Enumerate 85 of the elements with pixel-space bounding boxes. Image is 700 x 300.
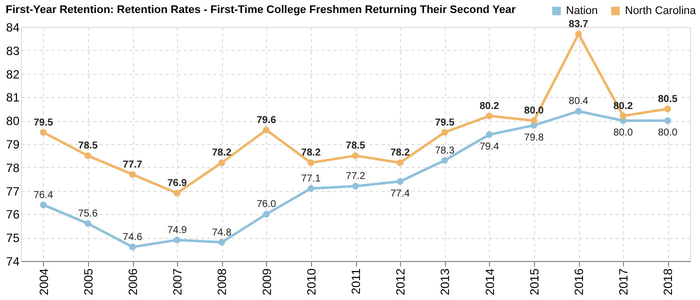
x-tick-label: 2016 <box>572 268 586 296</box>
point <box>486 131 493 138</box>
y-tick-label: 75 <box>6 231 20 246</box>
x-tick-label: 2007 <box>170 268 185 296</box>
x-tick-label: 2013 <box>438 268 452 296</box>
x-tick-label: 2004 <box>36 268 51 296</box>
point <box>262 210 270 218</box>
data-label: 80.0 <box>658 128 678 139</box>
data-label: 80.4 <box>568 96 589 108</box>
legend-label: Nation <box>566 4 598 17</box>
y-tick-label: 79 <box>6 138 20 152</box>
point <box>396 178 404 185</box>
y-tick-label: 74 <box>6 254 20 268</box>
point <box>129 244 136 250</box>
data-label: 74.6 <box>122 232 143 243</box>
y-tick-label: 80 <box>6 114 20 128</box>
data-label: 75.6 <box>78 208 98 220</box>
point <box>352 152 359 160</box>
data-label: 77.2 <box>346 171 366 182</box>
point <box>486 112 493 120</box>
y-tick-label: 76 <box>6 208 20 222</box>
data-label: 80.0 <box>613 128 634 139</box>
data-label: 76.0 <box>256 199 276 210</box>
point <box>575 108 582 115</box>
point <box>664 106 672 112</box>
x-tick-label: 2010 <box>304 268 318 296</box>
data-label: 78.3 <box>434 145 455 156</box>
point <box>129 171 136 178</box>
data-label: 74.8 <box>212 227 232 238</box>
x-tick-label: 2012 <box>394 268 408 296</box>
data-label: 78.5 <box>78 140 98 152</box>
y-tick-label: 83 <box>6 44 20 58</box>
data-label: 78.2 <box>390 148 410 159</box>
data-label: 80.2 <box>480 100 500 112</box>
data-label: 76.4 <box>34 190 54 201</box>
x-tick-label: 2015 <box>527 268 542 296</box>
y-tick-label: 81 <box>6 90 20 105</box>
point <box>174 190 180 196</box>
y-tick-label: 78 <box>6 160 20 175</box>
point <box>218 159 226 166</box>
point <box>396 159 404 166</box>
data-label: 78.2 <box>212 148 232 159</box>
data-label: 76.9 <box>167 178 188 190</box>
point <box>664 117 672 124</box>
data-label: 78.5 <box>346 140 366 152</box>
chart-title: First-Year Retention: Retention Rates - First-Time College Freshmen Returning Their Second Year <box>6 4 516 16</box>
y-tick-label: 84 <box>6 20 20 34</box>
point <box>308 185 314 192</box>
data-label: 77.7 <box>122 159 143 170</box>
x-tick-label: 2008 <box>215 268 230 296</box>
data-label: 79.8 <box>524 132 544 144</box>
point <box>530 117 538 124</box>
x-tick-label: 2006 <box>126 268 140 296</box>
point <box>262 126 270 134</box>
point <box>575 30 582 38</box>
point <box>174 236 180 244</box>
y-tick-label: 77 <box>6 184 20 198</box>
data-label: 83.7 <box>568 19 589 30</box>
point <box>40 128 47 136</box>
data-label: 79.5 <box>434 117 455 128</box>
point <box>218 238 226 246</box>
x-tick-label: 2017 <box>616 268 631 296</box>
point <box>441 128 448 136</box>
x-tick-label: 2011 <box>349 268 363 294</box>
data-label: 78.2 <box>301 148 322 159</box>
x-tick-label: 2018 <box>661 268 676 296</box>
point <box>308 159 314 166</box>
x-tick-label: 2014 <box>482 268 497 296</box>
data-label: 79.6 <box>256 114 276 126</box>
x-tick-label: 2005 <box>81 268 96 296</box>
data-label: 79.5 <box>34 117 54 128</box>
data-label: 77.4 <box>390 188 410 200</box>
point <box>620 112 626 120</box>
point <box>40 201 47 208</box>
data-label: 77.1 <box>301 173 322 184</box>
y-tick-label: 82 <box>6 67 20 82</box>
legend-label: North Carolina <box>625 4 697 17</box>
point <box>84 220 92 227</box>
point <box>84 152 92 160</box>
data-label: 79.4 <box>480 142 500 153</box>
x-tick-label: 2009 <box>260 268 274 296</box>
point <box>441 157 448 164</box>
data-label: 80.5 <box>658 94 678 105</box>
data-label: 74.9 <box>167 224 188 236</box>
point <box>352 182 359 190</box>
